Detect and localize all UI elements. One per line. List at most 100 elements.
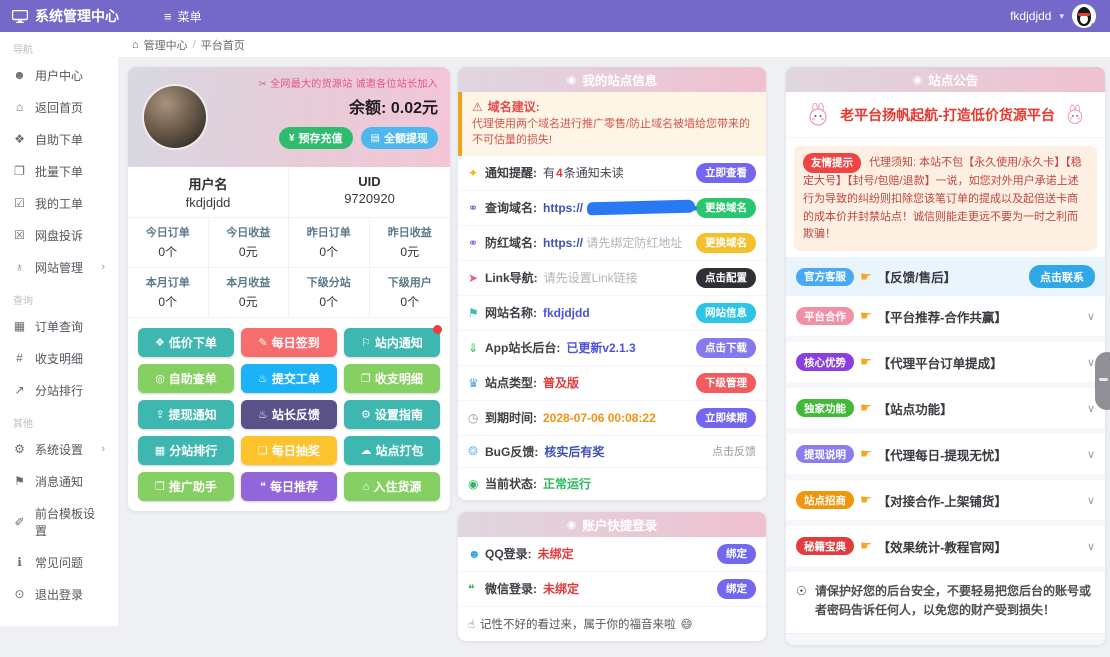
change-antired-domain-button[interactable]: 更换域名 bbox=[696, 232, 756, 253]
floating-side-tab[interactable] bbox=[1095, 352, 1110, 410]
notification-dot bbox=[433, 325, 442, 334]
bug-feedback-link[interactable]: 点击反馈 bbox=[712, 446, 756, 459]
app-brand[interactable]: 系统管理中心 bbox=[0, 6, 150, 26]
sidebar-item-order-query[interactable]: ▦ 订单查询 bbox=[0, 310, 118, 342]
home-icon: ⌂ bbox=[132, 38, 139, 51]
subsite-rank-button[interactable]: ▦ 分站排行 bbox=[138, 436, 234, 465]
sidebar-item-complaint[interactable]: ☒ 网盘投诉 bbox=[0, 219, 118, 251]
template-icon: ✐ bbox=[14, 514, 25, 529]
manage-subordinate-button[interactable]: 下级管理 bbox=[696, 372, 756, 393]
card-footer-strip bbox=[786, 632, 1105, 645]
id-card-icon: ❏ bbox=[258, 445, 268, 457]
accordion-site-invest[interactable]: 站点招商 ☛ 【对接合作-上架铺货】 ∨ bbox=[786, 480, 1105, 527]
chart-icon: ▦ bbox=[154, 445, 166, 457]
wechat-icon: ❝ bbox=[468, 581, 475, 596]
promo-helper-button[interactable]: ❒ 推广助手 bbox=[138, 472, 234, 501]
chevron-right-icon: › bbox=[101, 443, 105, 455]
change-domain-button[interactable]: 更换域名 bbox=[696, 197, 756, 218]
setup-guide-button[interactable]: ⚙ 设置指南 bbox=[344, 400, 440, 429]
pointer-icon: ☛ bbox=[860, 492, 872, 508]
sidebar-item-batch-order[interactable]: ❐ 批量下单 bbox=[0, 155, 118, 187]
accordion-withdraw-info[interactable]: 提现说明 ☛ 【代理每日-提现无忧】 ∨ bbox=[786, 434, 1105, 481]
menu-icon: ≡ bbox=[164, 8, 172, 24]
sidebar-item-finance-detail[interactable]: # 收支明细 bbox=[0, 342, 118, 374]
site-notice-button[interactable]: ⚐ 站内通知 bbox=[344, 325, 442, 357]
view-now-button[interactable]: 立即查看 bbox=[696, 162, 756, 183]
bind-wechat-button[interactable]: 绑定 bbox=[717, 578, 756, 599]
bug-icon: ❂ bbox=[468, 444, 479, 459]
newspaper-icon: ❒ bbox=[155, 481, 165, 493]
site-type-row: ♛ 站点类型: 普及版 下级管理 bbox=[458, 366, 766, 401]
app-title: 系统管理中心 bbox=[35, 8, 119, 24]
self-query-button[interactable]: ◎ 自助查单 bbox=[138, 364, 234, 393]
site-name-row: ⚑ 网站名称: fkdjdjdd 网站信息 bbox=[458, 296, 766, 331]
sidebar-item-notifications[interactable]: ⚑ 消息通知 bbox=[0, 465, 118, 497]
chevron-down-icon: ∨ bbox=[1086, 540, 1095, 553]
webmaster-feedback-button[interactable]: ♨ 站长反馈 bbox=[241, 400, 337, 429]
stat-today-orders: 今日订单 0个 bbox=[128, 218, 209, 268]
accordion-platform-coop[interactable]: 平台合作 ☛ 【平台推荐-合作共赢】 ∨ bbox=[786, 296, 1105, 343]
balance-value: 0.02元 bbox=[390, 100, 438, 117]
sidebar-item-site-manage[interactable]: ♁ 网站管理 › bbox=[0, 251, 118, 283]
balance-label: 余额: bbox=[349, 100, 387, 117]
stat-yesterday-orders: 昨日订单 0个 bbox=[289, 218, 370, 268]
cheap-order-button[interactable]: ❖ 低价下单 bbox=[138, 328, 234, 357]
sidebar-item-my-tickets[interactable]: ☑ 我的工单 bbox=[0, 187, 118, 219]
sidebar-item-label: 网盘投诉 bbox=[35, 228, 84, 243]
withdraw-notice-button[interactable]: ⇪ 提现通知 bbox=[138, 400, 234, 429]
sidebar-item-label: 网站管理 bbox=[35, 260, 84, 275]
sidebar-item-system-settings[interactable]: ⚙ 系统设置 › bbox=[0, 433, 118, 465]
row-badge: 核心优势 bbox=[796, 353, 854, 372]
link-icon: ⚭ bbox=[468, 235, 479, 250]
scan-icon: ◉ bbox=[566, 518, 577, 531]
chevron-down-icon: ∨ bbox=[1086, 402, 1095, 415]
recharge-button[interactable]: ¥ 预存充值 bbox=[278, 127, 353, 149]
grip-icon bbox=[1099, 378, 1108, 381]
breadcrumb: ⌂ 管理中心 / 平台首页 bbox=[118, 32, 1110, 58]
wechat-bind-status: 未绑定 bbox=[543, 582, 580, 597]
main-content: ✂ 全网最大的货源站 诚邀各位站长加入 余额: 0.02元 ¥ 预存充值 ▤ 全… bbox=[118, 58, 1110, 645]
stat-today-income: 今日收益 0元 bbox=[208, 218, 289, 268]
finance-detail-button[interactable]: ❐ 收支明细 bbox=[344, 364, 440, 393]
pen-icon: ✎ bbox=[258, 337, 268, 349]
renew-now-button[interactable]: 立即续期 bbox=[696, 407, 756, 428]
configure-link-button[interactable]: 点击配置 bbox=[696, 267, 756, 288]
sidebar-item-faq[interactable]: ℹ 常见问题 bbox=[0, 546, 118, 578]
accordion-exclusive-features[interactable]: 独家功能 ☛ 【站点功能】 ∨ bbox=[786, 388, 1105, 435]
contact-service-button[interactable]: 点击联系 bbox=[1029, 265, 1095, 289]
trophy-icon: ♛ bbox=[468, 375, 479, 390]
chevron-down-icon: ∨ bbox=[1086, 356, 1095, 369]
accordion-secret-guide[interactable]: 秘籍宝典 ☛ 【效果统计-教程官网】 ∨ bbox=[786, 526, 1105, 573]
submit-ticket-button[interactable]: ♨ 提交工单 bbox=[241, 364, 337, 393]
withdraw-button[interactable]: ▤ 全额提现 bbox=[360, 127, 438, 149]
sidebar-item-label: 我的工单 bbox=[35, 196, 84, 211]
supplier-join-button[interactable]: ⌂ 入住货源 bbox=[344, 472, 440, 501]
sidebar-item-subsite-rank[interactable]: ↗ 分站排行 bbox=[0, 374, 118, 406]
quick-buttons-grid: ❖ 低价下单 ✎ 每日签到 ⚐ 站内通知 ◎ 自助查单 ♨ 提交工单 ❐ 收支明细 bbox=[128, 318, 450, 511]
sidebar-item-logout[interactable]: ⊙ 退出登录 bbox=[0, 578, 118, 610]
clock-icon: ◷ bbox=[468, 410, 479, 425]
site-info-button[interactable]: 网站信息 bbox=[696, 302, 756, 323]
daily-checkin-button[interactable]: ✎ 每日签到 bbox=[241, 328, 337, 357]
daily-lottery-button[interactable]: ❏ 每日抽奖 bbox=[241, 436, 337, 465]
sidebar-section-nav: 导航 bbox=[13, 45, 33, 56]
promo-text: ✂ 全网最大的货源站 诚邀各位站长加入 bbox=[258, 79, 438, 90]
stat-month-orders: 本月订单 0个 bbox=[128, 268, 209, 318]
daily-recommend-button[interactable]: ❝ 每日推荐 bbox=[241, 472, 337, 501]
download-app-button[interactable]: 点击下载 bbox=[696, 337, 756, 358]
user-menu[interactable]: fkdjdjdd ▾ bbox=[1010, 4, 1110, 28]
link-icon: ⚭ bbox=[468, 200, 479, 215]
antired-domain-row: ⚭ 防红域名: https:// 请先绑定防红地址 更换域名 bbox=[458, 226, 766, 261]
ticket-icon: ☑ bbox=[14, 196, 25, 210]
breadcrumb-home[interactable]: 管理中心 bbox=[143, 39, 188, 52]
user-avatar[interactable] bbox=[144, 86, 206, 148]
accordion-core-advantage[interactable]: 核心优势 ☛ 【代理平台订单提成】 ∨ bbox=[786, 342, 1105, 389]
sidebar-item-user-center[interactable]: ☻ 用户中心 bbox=[0, 59, 118, 91]
sidebar-item-self-order[interactable]: ❖ 自助下单 bbox=[0, 123, 118, 155]
menu-button[interactable]: ≡ 菜单 bbox=[164, 8, 202, 25]
sidebar-item-template-settings[interactable]: ✐ 前台模板设置 bbox=[0, 497, 118, 546]
bind-qq-button[interactable]: 绑定 bbox=[717, 543, 756, 564]
site-package-button[interactable]: ☁ 站点打包 bbox=[344, 436, 440, 465]
sidebar-item-home[interactable]: ⌂ 返回首页 bbox=[0, 91, 118, 123]
qq-icon: ☻ bbox=[468, 546, 481, 561]
